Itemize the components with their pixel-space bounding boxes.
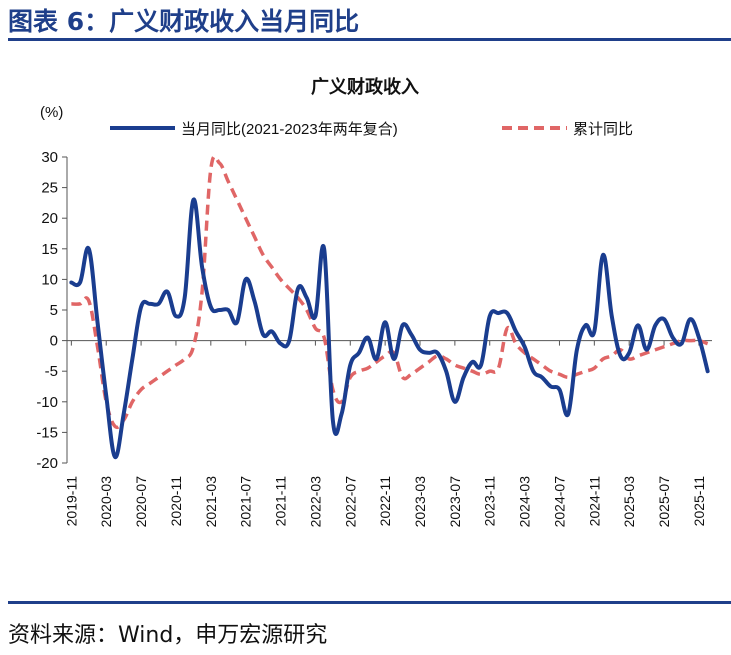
y-tick-label: 25 bbox=[41, 180, 58, 197]
figure-title: 图表 6：广义财政收入当月同比 bbox=[8, 7, 360, 36]
x-tick-label: 2025-07 bbox=[656, 476, 672, 528]
legend: 当月同比(2021-2023年两年复合) 累计同比 bbox=[110, 120, 633, 138]
x-tick-label: 2023-03 bbox=[412, 476, 428, 528]
x-tick-label: 2025-11 bbox=[691, 476, 707, 527]
y-tick-label: 10 bbox=[41, 271, 58, 288]
axes: 30 25 20 15 10 5 0 -5 -10 -15 -20 2019-11 2020-03 202… bbox=[36, 149, 712, 527]
x-tick-label: 2020-07 bbox=[133, 476, 149, 528]
x-tick-label: 2021-11 bbox=[273, 476, 289, 527]
source-note: 资料来源：Wind，申万宏源研究 bbox=[8, 623, 328, 648]
x-tick-label: 2024-03 bbox=[517, 476, 533, 528]
y-tick-label: 20 bbox=[41, 210, 58, 227]
x-tick-label: 2020-11 bbox=[168, 476, 184, 527]
x-tick-label: 2022-07 bbox=[342, 476, 358, 528]
series-line-cumulative bbox=[71, 154, 709, 430]
chart-title: 广义财政收入 bbox=[311, 76, 419, 97]
y-axis-label: (%) bbox=[40, 104, 63, 121]
y-tick-label: 15 bbox=[41, 241, 58, 258]
legend-label-monthly: 当月同比(2021-2023年两年复合) bbox=[181, 120, 398, 138]
x-tick-label: 2021-03 bbox=[203, 476, 219, 528]
source-rule bbox=[8, 601, 731, 604]
series-layer bbox=[69, 154, 710, 459]
x-tick-label: 2020-03 bbox=[98, 476, 114, 528]
x-tick-label: 2022-11 bbox=[377, 476, 393, 527]
series-line-monthly bbox=[69, 197, 710, 459]
y-tick-label: -15 bbox=[36, 424, 58, 441]
x-tick-label: 2024-07 bbox=[551, 476, 567, 528]
x-tick-label: 2024-11 bbox=[586, 476, 602, 527]
x-tick-label: 2019-11 bbox=[63, 476, 79, 527]
y-tick-label: -10 bbox=[36, 394, 58, 411]
x-tick-label: 2023-07 bbox=[447, 476, 463, 528]
y-tick-label: 5 bbox=[50, 302, 58, 319]
x-tick-label: 2022-03 bbox=[307, 476, 323, 528]
chart: 广义财政收入 (%) 当月同比(2021-2023年两年复合) 累计同比 30 2… bbox=[36, 76, 712, 527]
x-tick-label: 2021-07 bbox=[238, 476, 254, 528]
legend-label-cumulative: 累计同比 bbox=[573, 121, 633, 138]
y-tick-label: 30 bbox=[41, 149, 58, 166]
x-tick-label: 2023-11 bbox=[482, 476, 498, 527]
title-rule bbox=[8, 38, 731, 41]
y-tick-label: 0 bbox=[50, 333, 58, 350]
y-tick-label: -5 bbox=[45, 363, 58, 380]
y-tick-label: -20 bbox=[36, 455, 58, 472]
x-tick-label: 2025-03 bbox=[621, 476, 637, 528]
